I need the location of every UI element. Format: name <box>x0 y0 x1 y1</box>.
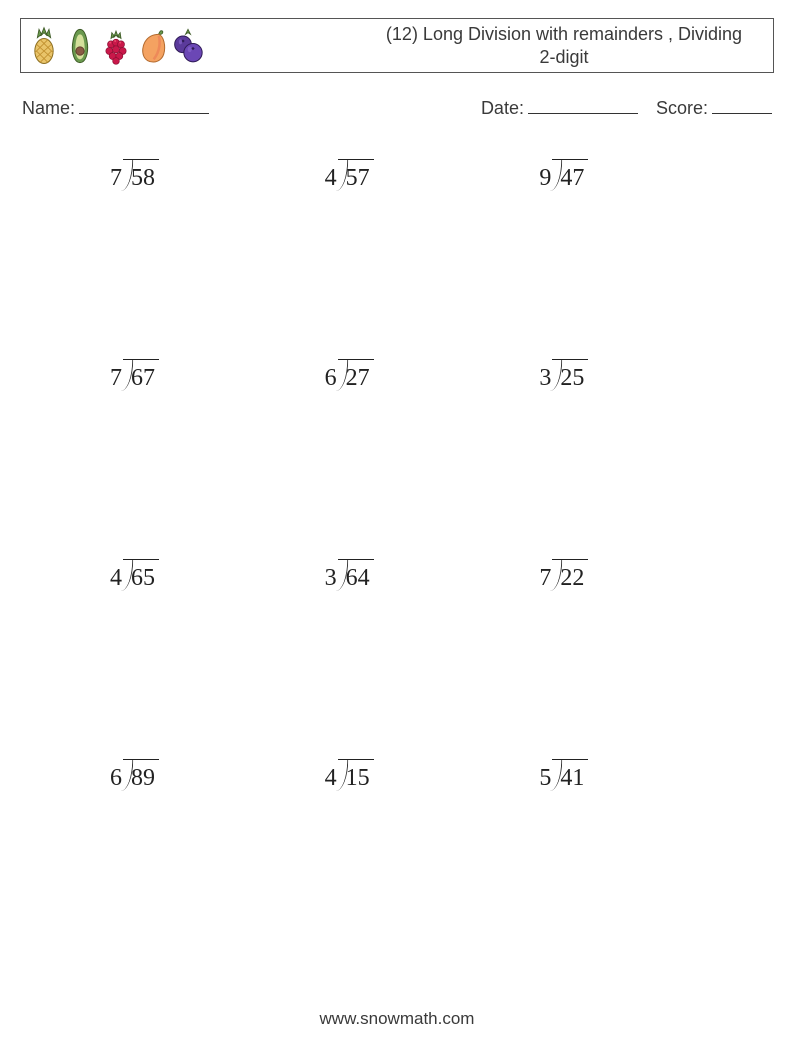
long-division-symbol: 58 <box>123 159 159 193</box>
date-label: Date: <box>481 98 524 119</box>
problem: 7 67 <box>110 359 285 399</box>
long-division-symbol: 64 <box>338 559 374 593</box>
dividend: 64 <box>338 559 374 593</box>
dividend: 15 <box>338 759 374 793</box>
name-blank[interactable] <box>79 95 209 114</box>
dividend: 89 <box>123 759 159 793</box>
header-box: (12) Long Division with remainders , Div… <box>20 18 774 73</box>
long-division-symbol: 25 <box>552 359 588 393</box>
problem: 4 65 <box>110 559 285 599</box>
score-label: Score: <box>656 98 708 119</box>
worksheet-page: (12) Long Division with remainders , Div… <box>0 0 794 1053</box>
problem-grid: 7 58 4 57 9 47 7 67 6 27 <box>20 159 774 799</box>
problem: 4 57 <box>325 159 500 199</box>
long-division-symbol: 67 <box>123 359 159 393</box>
info-row: Name: Date: Score: <box>20 95 774 119</box>
raspberry-icon <box>99 26 133 66</box>
dividend: 22 <box>552 559 588 593</box>
problem: 3 25 <box>539 359 714 399</box>
dividend: 67 <box>123 359 159 393</box>
problem: 7 58 <box>110 159 285 199</box>
pineapple-icon <box>27 26 61 66</box>
problem: 9 47 <box>539 159 714 199</box>
problem: 6 89 <box>110 759 285 799</box>
dividend: 41 <box>552 759 588 793</box>
worksheet-title: (12) Long Division with remainders , Div… <box>205 23 763 68</box>
mango-icon <box>135 26 169 66</box>
long-division-symbol: 57 <box>338 159 374 193</box>
long-division-symbol: 47 <box>552 159 588 193</box>
blueberries-icon <box>171 26 205 66</box>
long-division-symbol: 27 <box>338 359 374 393</box>
dividend: 47 <box>552 159 588 193</box>
dividend: 57 <box>338 159 374 193</box>
long-division-symbol: 89 <box>123 759 159 793</box>
problem: 4 15 <box>325 759 500 799</box>
title-line-2: 2-digit <box>539 47 588 67</box>
long-division-symbol: 15 <box>338 759 374 793</box>
long-division-symbol: 65 <box>123 559 159 593</box>
title-line-1: (12) Long Division with remainders , Div… <box>386 24 742 44</box>
name-label: Name: <box>22 98 75 119</box>
dividend: 25 <box>552 359 588 393</box>
problem: 7 22 <box>539 559 714 599</box>
dividend: 65 <box>123 559 159 593</box>
avocado-icon <box>63 26 97 66</box>
footer-url: www.snowmath.com <box>0 1009 794 1029</box>
long-division-symbol: 41 <box>552 759 588 793</box>
dividend: 27 <box>338 359 374 393</box>
fruit-icon-row <box>27 26 205 66</box>
date-blank[interactable] <box>528 95 638 114</box>
problem: 3 64 <box>325 559 500 599</box>
problem: 6 27 <box>325 359 500 399</box>
score-blank[interactable] <box>712 95 772 114</box>
problem: 5 41 <box>539 759 714 799</box>
long-division-symbol: 22 <box>552 559 588 593</box>
dividend: 58 <box>123 159 159 193</box>
